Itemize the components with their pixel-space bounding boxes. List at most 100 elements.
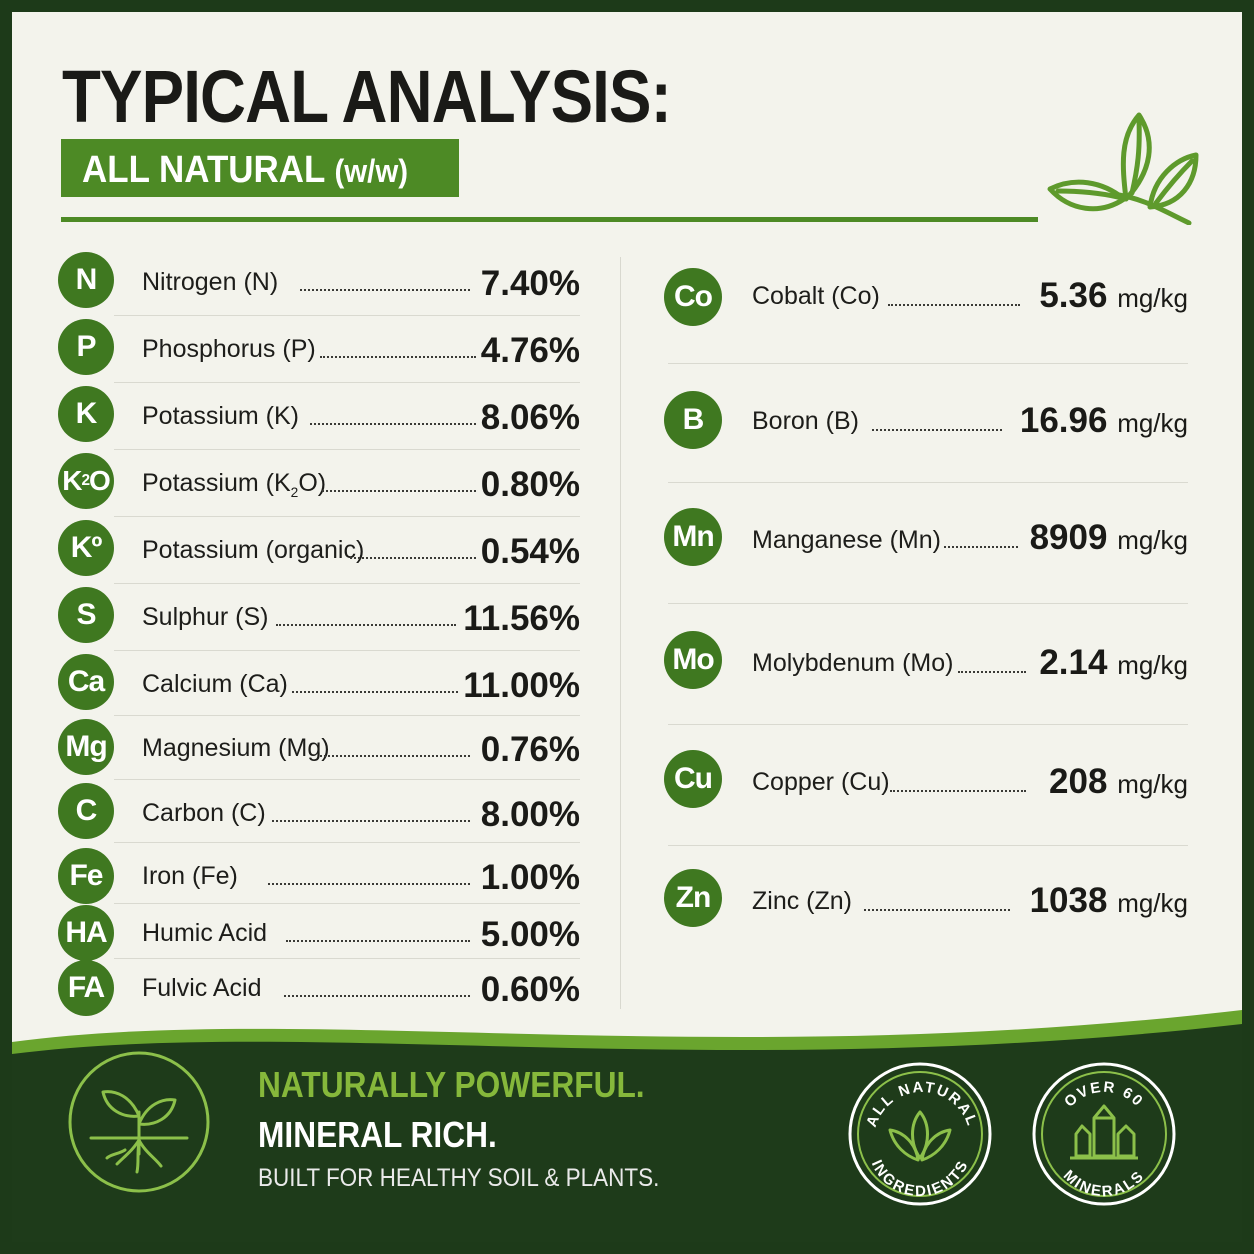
row-divider	[668, 603, 1188, 604]
nutrient-value: 2.14 mg/kg	[1039, 643, 1188, 683]
leader-dots	[864, 909, 1010, 911]
nutrient-name: Carbon (C)	[142, 799, 266, 827]
nutrient-value: 1038 mg/kg	[1030, 881, 1188, 921]
element-badge: Mo	[664, 631, 722, 689]
nutrient-value: 0.80%	[480, 465, 580, 504]
leaves-icon	[888, 1110, 952, 1162]
nutrient-name: Molybdenum (Mo)	[752, 649, 954, 677]
value-number: 5.36	[1039, 276, 1108, 315]
nutrient-value: 0.60%	[480, 970, 580, 1009]
nutrient-name: Boron (B)	[752, 407, 859, 435]
column-divider	[620, 257, 621, 1009]
list-item: Zn Zinc (Zn) 1038 mg/kg	[664, 847, 1188, 957]
nutrient-name: Copper (Cu)	[752, 768, 890, 796]
value-number: 208	[1049, 762, 1108, 801]
nutrient-name-end: O)	[298, 469, 327, 497]
row-divider	[114, 715, 580, 716]
list-item: Ca Calcium (Ca) 11.00%	[58, 652, 580, 716]
row-divider	[668, 845, 1188, 846]
value-unit: mg/kg	[1117, 283, 1188, 313]
nutrient-value: 7.40%	[480, 264, 580, 303]
element-badge: K	[58, 386, 114, 442]
list-item: Mo Molybdenum (Mo) 2.14 mg/kg	[664, 605, 1188, 725]
row-divider	[114, 382, 580, 383]
element-badge: Co	[664, 268, 722, 326]
nutrient-value: 4.76%	[480, 331, 580, 370]
value-unit: mg/kg	[1117, 650, 1188, 680]
sprout-icon	[68, 1051, 210, 1193]
row-divider	[114, 958, 580, 959]
leader-dots	[958, 671, 1026, 673]
nutrient-name: Magnesium (Mg)	[142, 734, 330, 762]
leaf-sprig-icon	[1047, 112, 1199, 225]
list-item: N Nitrogen (N) 7.40%	[58, 250, 580, 316]
value-unit: mg/kg	[1117, 525, 1188, 555]
leader-dots	[888, 304, 1020, 306]
nutrient-name-subscript: 2	[290, 485, 299, 500]
list-item: Kº Potassium (organic) 0.54%	[58, 518, 580, 584]
nutrient-value: 11.56%	[463, 599, 580, 638]
nutrient-name: Potassium (K2O)	[142, 469, 326, 500]
element-badge: Ca	[58, 654, 114, 710]
leader-dots	[300, 289, 470, 291]
leader-dots	[284, 995, 470, 997]
nutrient-value: 1.00%	[480, 858, 580, 897]
leader-dots	[320, 356, 476, 358]
value-unit: mg/kg	[1117, 888, 1188, 918]
nutrient-value: 208 mg/kg	[1049, 762, 1188, 802]
element-badge: Fe	[58, 848, 114, 904]
element-badge: FA	[58, 960, 114, 1016]
subtitle-banner	[61, 139, 459, 197]
element-badge: N	[58, 252, 114, 308]
all-natural-seal: ALL NATURAL INGREDIENTS	[848, 1062, 992, 1206]
list-item: FA Fulvic Acid 0.60%	[58, 960, 580, 1016]
list-item: Fe Iron (Fe) 1.00%	[58, 844, 580, 904]
nutrient-name: Nitrogen (N)	[142, 268, 279, 296]
analysis-panel: TYPICAL ANALYSIS: ALL NATURAL (w/w) N Ni…	[12, 12, 1242, 1072]
list-item: K Potassium (K) 8.06%	[58, 384, 580, 450]
row-divider	[114, 449, 580, 450]
tagline-mineral: MINERAL RICH.	[258, 1114, 497, 1155]
leader-dots	[268, 883, 470, 885]
nutrient-value: 0.54%	[480, 532, 580, 571]
nutrient-name: Manganese (Mn)	[752, 526, 941, 554]
element-badge: Mn	[664, 508, 722, 566]
nutrient-name: Humic Acid	[142, 919, 268, 947]
element-badge: Kº	[58, 520, 114, 576]
element-badge: B	[664, 391, 722, 449]
leader-dots	[286, 940, 470, 942]
nutrient-name: Fulvic Acid	[142, 974, 262, 1002]
value-number: 2.14	[1039, 643, 1108, 682]
nutrient-value: 8.00%	[480, 795, 580, 834]
nutrient-name: Calcium (Ca)	[142, 670, 288, 698]
row-divider	[114, 650, 580, 651]
tagline-soil: BUILT FOR HEALTHY SOIL & PLANTS.	[258, 1164, 660, 1192]
nutrient-value: 5.00%	[480, 915, 580, 954]
leader-dots	[944, 546, 1018, 548]
badge-subscript: 2	[81, 472, 90, 489]
page-title: TYPICAL ANALYSIS:	[62, 55, 672, 138]
nutrient-name: Zinc (Zn)	[752, 887, 852, 915]
list-item: S Sulphur (S) 11.56%	[58, 585, 580, 651]
leader-dots	[322, 490, 476, 492]
header-rule	[61, 217, 1038, 222]
nutrient-name: Iron (Fe)	[142, 862, 238, 890]
leader-dots	[292, 691, 458, 693]
list-item: HA Humic Acid 5.00%	[58, 905, 580, 961]
leader-dots	[890, 790, 1026, 792]
list-item: C Carbon (C) 8.00%	[58, 781, 580, 843]
nutrient-value: 11.00%	[463, 666, 580, 705]
element-badge: S	[58, 587, 114, 643]
nutrient-value: 8909 mg/kg	[1030, 518, 1188, 558]
element-badge: Mg	[58, 719, 114, 775]
nutrient-name: Cobalt (Co)	[752, 282, 880, 310]
list-item: Co Cobalt (Co) 5.36 mg/kg	[664, 262, 1188, 364]
tagline-powerful: NATURALLY POWERFUL.	[258, 1064, 645, 1105]
element-badge: P	[58, 319, 114, 375]
list-item: Mg Magnesium (Mg) 0.76%	[58, 717, 580, 780]
nutrient-value: 8.06%	[480, 398, 580, 437]
list-item: Cu Copper (Cu) 208 mg/kg	[664, 726, 1188, 846]
nutrient-value: 5.36 mg/kg	[1039, 276, 1188, 316]
